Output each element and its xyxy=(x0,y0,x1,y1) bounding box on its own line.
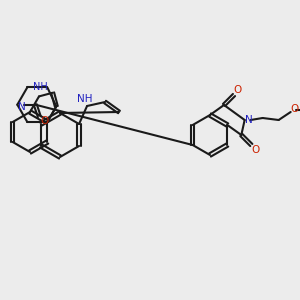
Text: O: O xyxy=(234,85,242,95)
Text: NH: NH xyxy=(33,82,47,92)
Text: O: O xyxy=(251,145,260,155)
Text: N: N xyxy=(18,102,26,112)
Text: NH: NH xyxy=(77,94,93,104)
Text: O: O xyxy=(40,116,48,126)
Text: N: N xyxy=(245,115,253,125)
Text: O: O xyxy=(290,104,299,114)
